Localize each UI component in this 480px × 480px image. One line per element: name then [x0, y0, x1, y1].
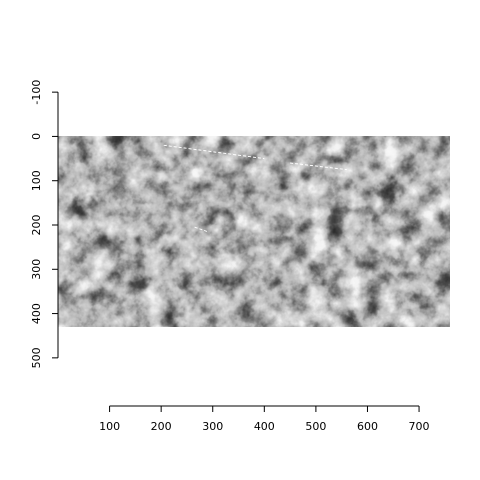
- y-tick-label-100: 100: [30, 170, 43, 191]
- x-tick-label-100: 100: [99, 420, 120, 433]
- x-tick-label-200: 200: [151, 420, 172, 433]
- overlay-line-2: [290, 162, 347, 171]
- y-tick-label--100: -100: [30, 80, 43, 105]
- overlay-line-3: [194, 226, 208, 233]
- x-tick-label-500: 500: [305, 420, 326, 433]
- overlay-line-1: [163, 144, 265, 160]
- y-axis: -100 0 100 200 300 400 500: [30, 80, 59, 368]
- canopy-image: [58, 136, 450, 327]
- y-tick-label-400: 400: [30, 303, 43, 324]
- image-texture: [58, 136, 450, 327]
- y-tick-label-300: 300: [30, 259, 43, 280]
- x-tick-label-600: 600: [357, 420, 378, 433]
- x-tick-label-400: 400: [254, 420, 275, 433]
- y-tick-label-500: 500: [30, 347, 43, 368]
- x-tick-label-300: 300: [202, 420, 223, 433]
- overlay-lines: [163, 144, 347, 233]
- y-tick-label-0: 0: [30, 133, 43, 140]
- x-tick-label-700: 700: [409, 420, 430, 433]
- x-axis: 100 200 300 400 500 600 700: [99, 405, 430, 433]
- y-tick-label-200: 200: [30, 215, 43, 236]
